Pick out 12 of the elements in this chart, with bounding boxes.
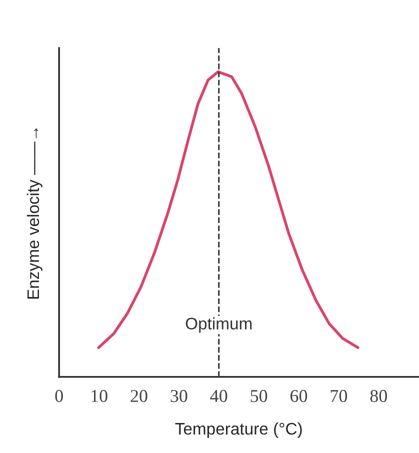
- x-tick-label: 20: [130, 390, 148, 402]
- x-tick-label: 50: [250, 390, 268, 402]
- x-axis-title: Temperature (°C): [175, 422, 302, 438]
- x-tick-label: 10: [92, 390, 108, 402]
- x-tick-label: 60: [290, 390, 308, 402]
- x-tick-label: 40: [210, 390, 228, 402]
- x-tick-label: 30: [170, 390, 188, 402]
- ref-line-label: Optimum: [186, 317, 252, 333]
- x-tick-label: 70: [330, 390, 348, 402]
- x-tick-label: 0: [55, 390, 63, 402]
- y-axis-title: Enzyme velocity ——→: [26, 128, 42, 299]
- x-tick-label: 80: [370, 390, 387, 402]
